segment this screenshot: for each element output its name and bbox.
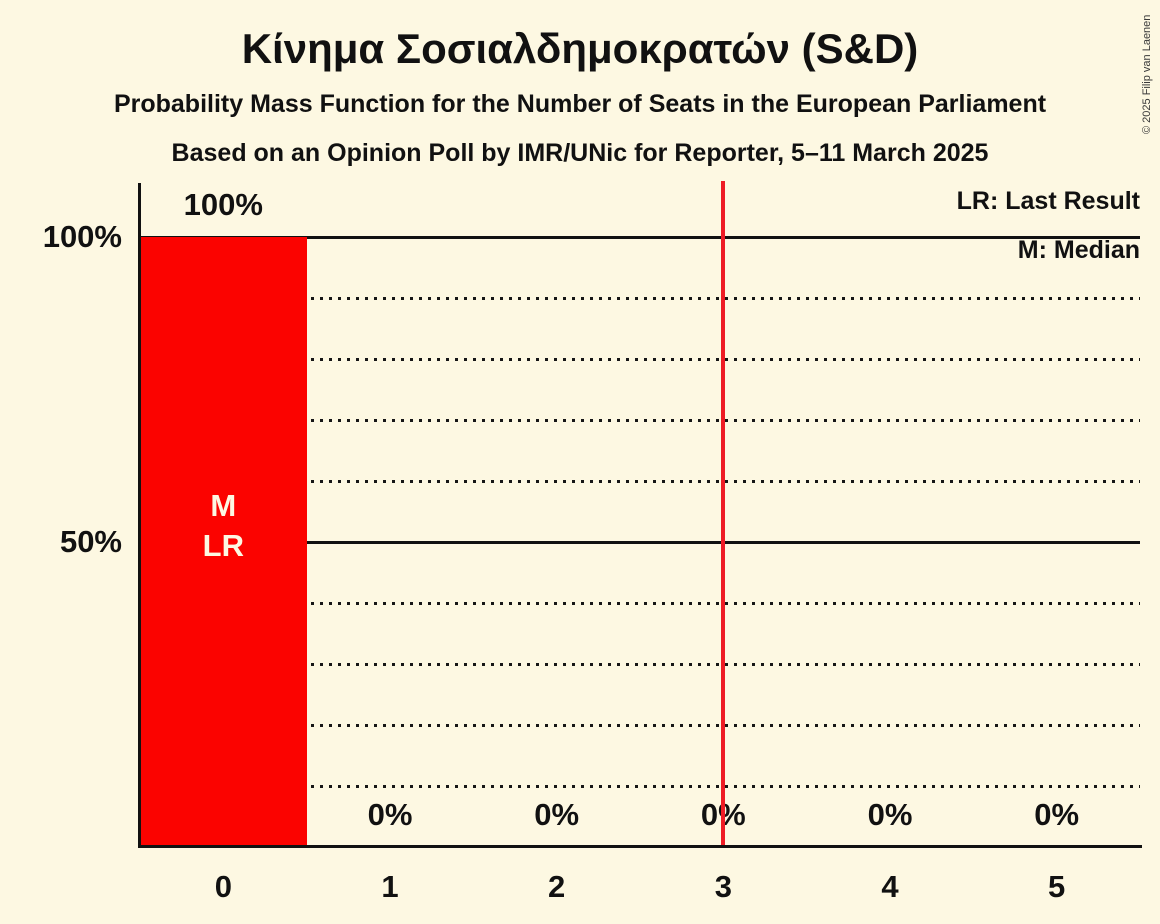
gridline-40 (140, 601, 1140, 605)
chart-title: Κίνημα Σοσιαλδημοκρατών (S&D) (241, 25, 919, 72)
reference-vline (721, 181, 726, 847)
x-axis-line (138, 845, 1142, 848)
gridline-70 (140, 418, 1140, 422)
median-last-result-marker: M LR (202, 488, 244, 563)
bar-value-label-1: 0% (367, 797, 413, 832)
legend-median: M: Median (1017, 236, 1140, 264)
bar-seats-0 (141, 237, 307, 847)
gridline-100 (140, 235, 1140, 239)
bar-value-label-4: 0% (867, 797, 913, 832)
x-tick-label-4: 4 (881, 869, 899, 904)
gridline-80 (140, 357, 1140, 361)
gridline-50 (140, 540, 1140, 544)
bar-value-label-5: 0% (1034, 797, 1080, 832)
x-tick-label-0: 0 (214, 869, 232, 904)
gridline-20 (140, 723, 1140, 727)
y-axis-line (138, 183, 141, 847)
chart-subtitle: Probability Mass Function for the Number… (113, 90, 1047, 118)
gridline-30 (140, 662, 1140, 666)
x-tick-label-5: 5 (1048, 869, 1066, 904)
gridline-60 (140, 479, 1140, 483)
y-tick-label-100: 100% (42, 219, 122, 254)
legend-last-result: LR: Last Result (956, 187, 1140, 215)
chart-poll-source: Based on an Opinion Poll by IMR/UNic for… (171, 139, 989, 167)
bar-value-label-2: 0% (534, 797, 580, 832)
x-tick-label-1: 1 (381, 869, 399, 904)
x-tick-label-3: 3 (714, 869, 732, 904)
bar-value-label-0: 100% (183, 187, 263, 222)
y-tick-label-50: 50% (59, 524, 122, 559)
x-tick-label-2: 2 (548, 869, 566, 904)
copyright-notice: © 2025 Filip van Laenen (1141, 14, 1153, 134)
gridline-90 (140, 296, 1140, 300)
gridline-10 (140, 784, 1140, 788)
